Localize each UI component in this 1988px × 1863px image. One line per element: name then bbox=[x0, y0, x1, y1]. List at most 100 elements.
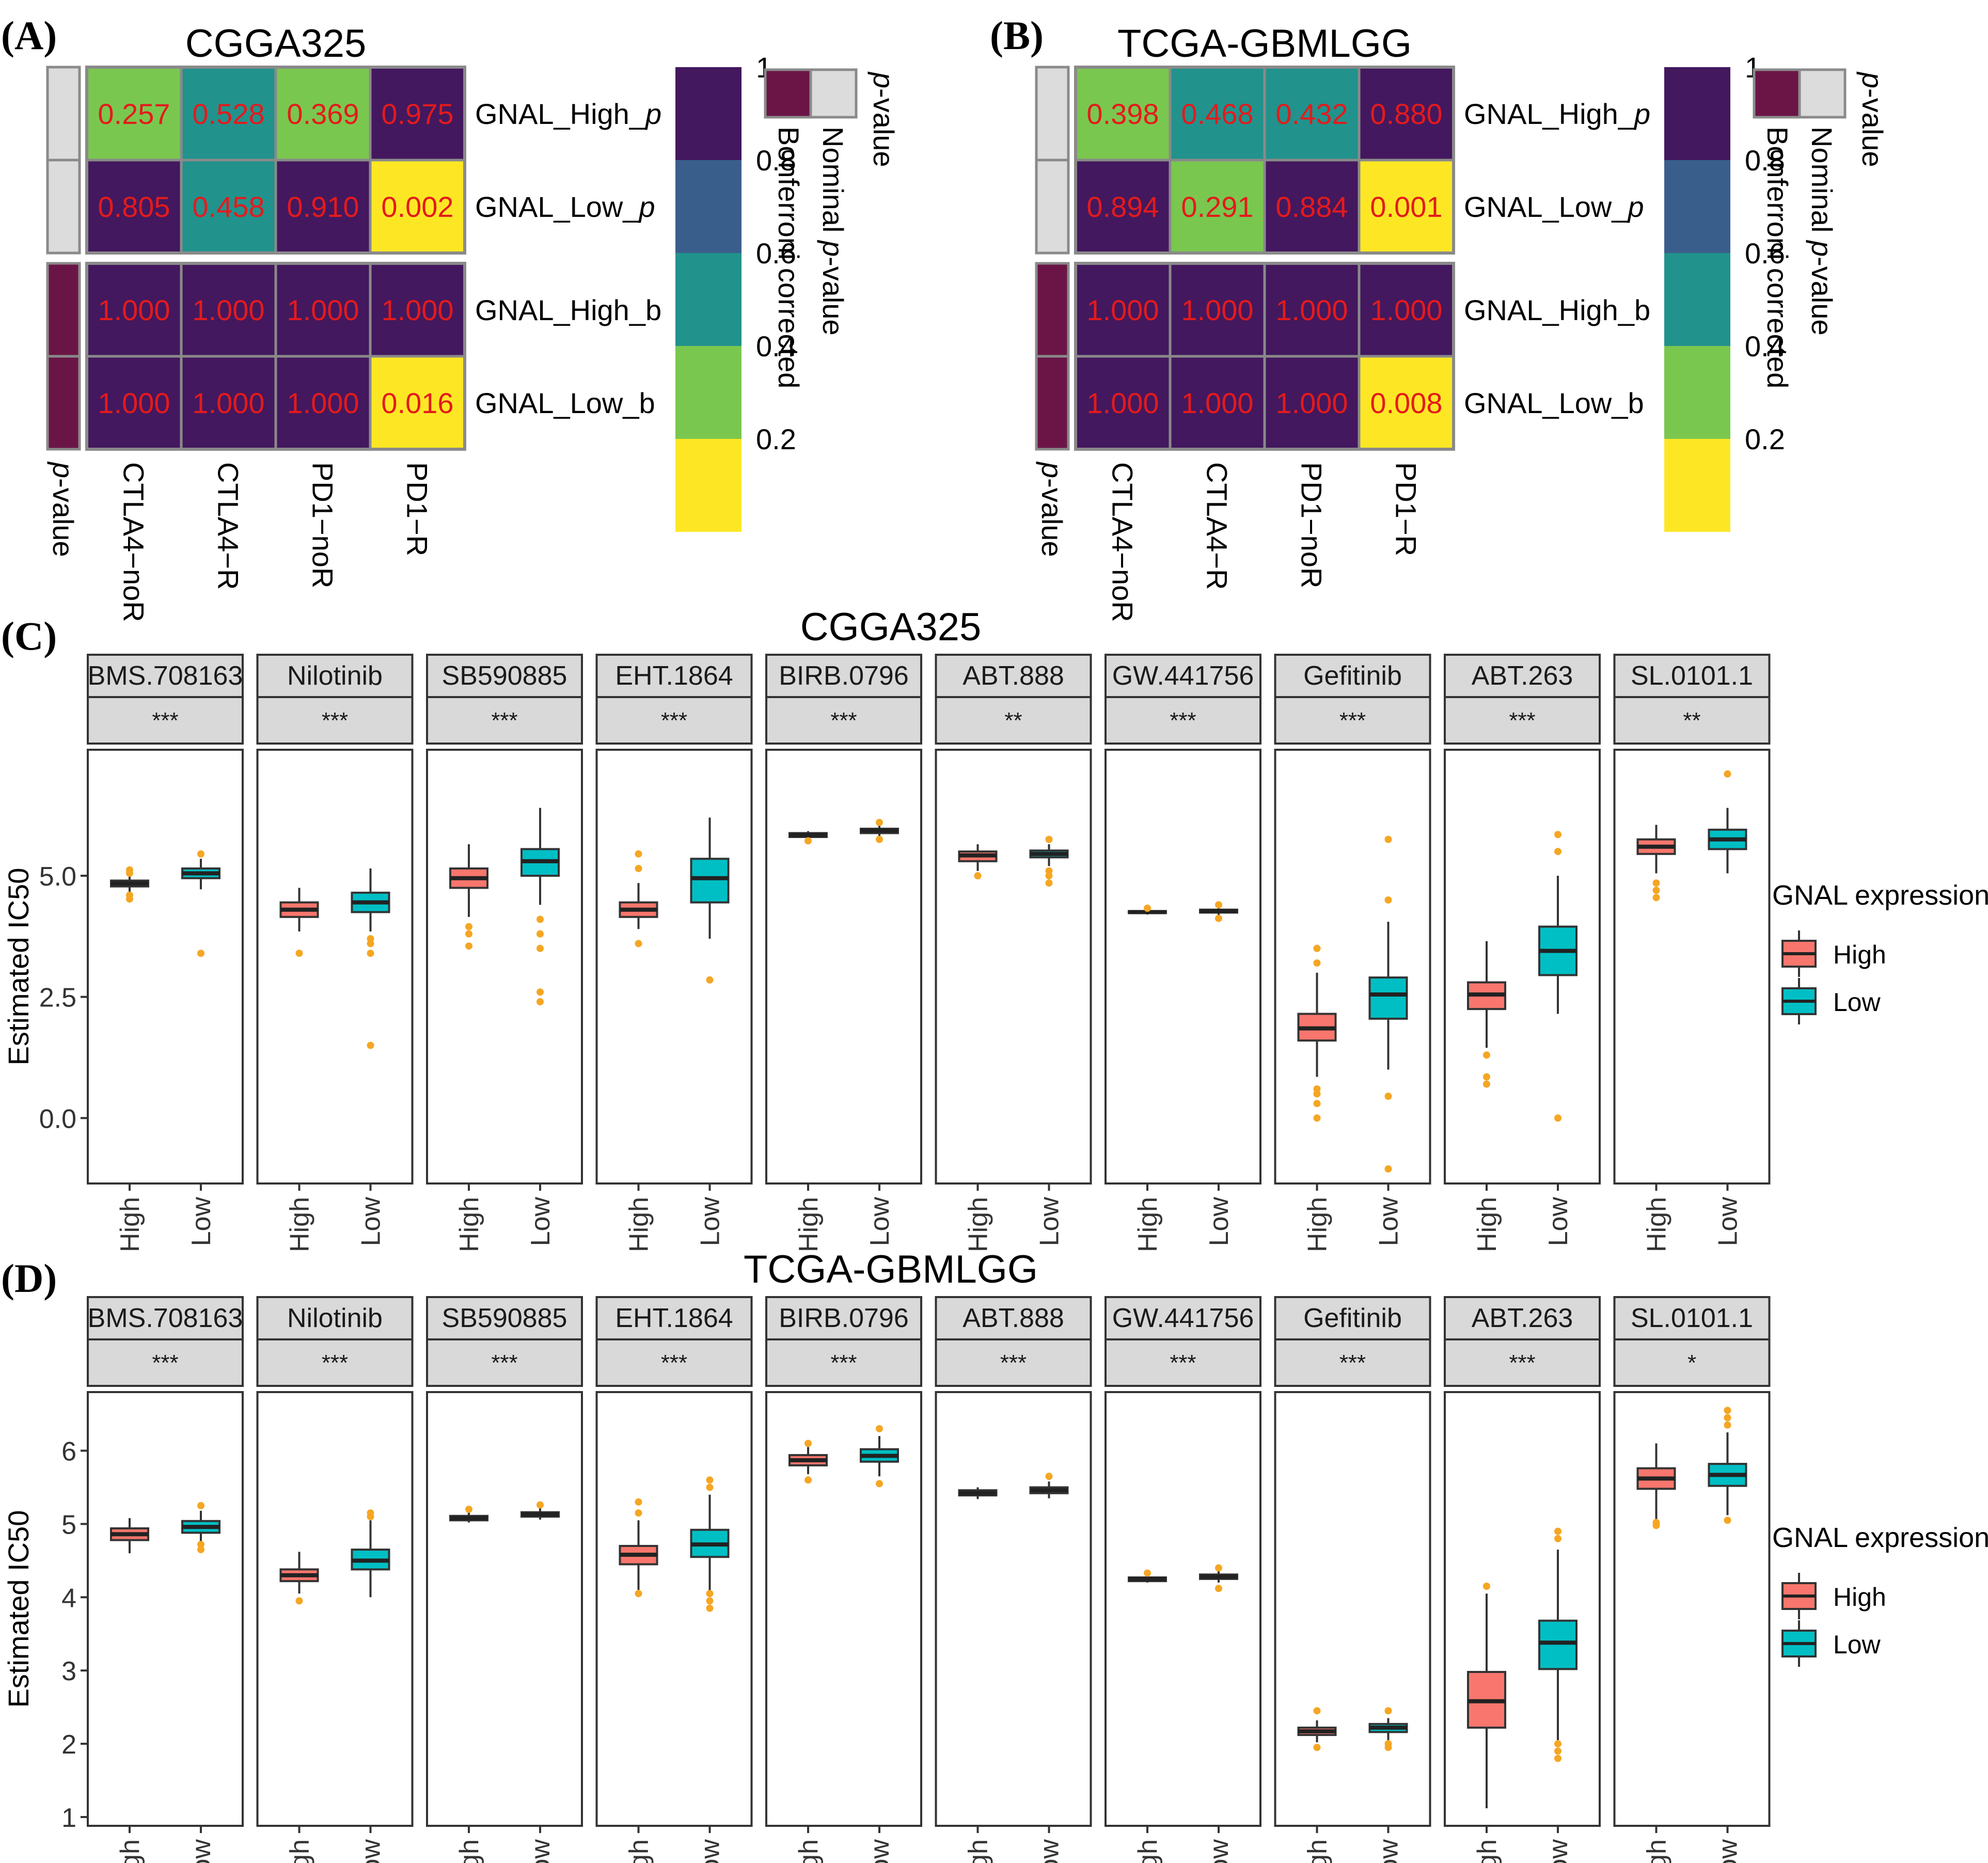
facet-strip bbox=[765, 654, 922, 698]
significance-label: *** bbox=[661, 708, 687, 733]
outlier-point bbox=[367, 1041, 374, 1049]
outlier-point bbox=[1384, 1093, 1392, 1100]
cell-value: 0.468 bbox=[1181, 98, 1253, 130]
facet-BMS.708163: BMS.708163 *** High Low bbox=[87, 1296, 244, 1863]
cell-value: 0.398 bbox=[1086, 98, 1159, 130]
outlier-point bbox=[1384, 896, 1392, 904]
row-label-text: GNAL_High_ bbox=[475, 98, 646, 130]
facet-plot-area bbox=[935, 749, 1092, 1185]
x-tick-label: Low bbox=[865, 1197, 895, 1246]
significance-strip bbox=[935, 1338, 1092, 1387]
significance-label: *** bbox=[1339, 708, 1366, 733]
boxplot-panel-C: (C) CGGA325 Estimated IC50 0.0 2.5 5.0 BMS.708… bbox=[1, 605, 1988, 1252]
heatmap-cell bbox=[1358, 262, 1455, 358]
row-label-text: GNAL_Low_b bbox=[475, 387, 655, 419]
colorbar-tick: 0.2 bbox=[1745, 423, 1785, 455]
x-tick-label: Low bbox=[865, 1839, 895, 1863]
facet-strip bbox=[87, 1296, 244, 1340]
outlier-point bbox=[635, 1590, 642, 1598]
outlier-point bbox=[1384, 1707, 1392, 1715]
facet-plot-area bbox=[1274, 1391, 1431, 1827]
cell-value: 1.000 bbox=[1275, 387, 1348, 419]
cell-value: 1.000 bbox=[1275, 294, 1348, 326]
colorbar-tick: 0.6 bbox=[1745, 237, 1785, 270]
outlier-point bbox=[706, 976, 714, 984]
outlier-point bbox=[1554, 1747, 1561, 1755]
cell-value: 0.910 bbox=[287, 191, 359, 223]
cell-value: 1.000 bbox=[287, 387, 359, 419]
legend-label: Low bbox=[1833, 1630, 1881, 1659]
outlier-point bbox=[197, 1502, 204, 1509]
outlier-point bbox=[1215, 1564, 1222, 1572]
facet-BMS.708163: BMS.708163 *** High Low bbox=[87, 654, 244, 1252]
legend-entry-bonferroni: Bonferroni corrected bbox=[772, 127, 805, 388]
colorbar-tick: 0.8 bbox=[756, 144, 796, 177]
significance-label: *** bbox=[1170, 1350, 1196, 1376]
outlier-point bbox=[1313, 1707, 1321, 1715]
facet-strip bbox=[1105, 654, 1261, 698]
outlier-point bbox=[1483, 1073, 1490, 1081]
outlier-point bbox=[635, 864, 642, 872]
x-tick-label: High bbox=[115, 1839, 145, 1863]
significance-strip bbox=[1444, 696, 1601, 745]
outlier-point bbox=[804, 837, 812, 845]
outlier-point bbox=[1554, 1755, 1561, 1762]
cell-value: 1.000 bbox=[192, 294, 264, 326]
legend-entry-bonferroni: Bonferroni corrected bbox=[1761, 127, 1794, 388]
heatmap-panel-B: (B) TCGA-GBMLGG 0.398 0.468 0.432 0.880 GNAL_H… bbox=[990, 13, 1889, 622]
cell-value: 1.000 bbox=[1181, 387, 1253, 419]
outlier-point bbox=[1652, 1519, 1660, 1526]
significance-strip bbox=[256, 1338, 414, 1387]
significance-label: *** bbox=[830, 1350, 857, 1376]
panel-label: (D) bbox=[1, 1256, 57, 1301]
colorbar-tick: 0.4 bbox=[1745, 330, 1785, 362]
panel-title: CGGA325 bbox=[800, 605, 982, 649]
cell-value: 1.000 bbox=[98, 387, 170, 419]
row-label: GNAL_Low_p bbox=[1464, 191, 1644, 223]
significance-strip bbox=[595, 696, 753, 745]
annotation-cell bbox=[1035, 159, 1070, 255]
facet-drug-label: BMS.708163 bbox=[88, 661, 243, 691]
significance-strip bbox=[1444, 1338, 1601, 1387]
outlier-point bbox=[1554, 831, 1561, 839]
y-tick-label: 1 bbox=[61, 1803, 76, 1833]
significance-label: *** bbox=[830, 708, 857, 733]
colorbar-segment bbox=[1664, 346, 1730, 439]
outlier-point bbox=[706, 1597, 714, 1605]
significance-strip bbox=[256, 696, 414, 745]
facet-strip bbox=[256, 654, 414, 698]
outlier-point bbox=[1215, 901, 1222, 909]
outlier-point bbox=[706, 1483, 714, 1491]
x-tick-label: High bbox=[794, 1839, 824, 1863]
significance-label: *** bbox=[491, 1350, 517, 1376]
box-low bbox=[690, 858, 730, 904]
row-label: GNAL_Low_b bbox=[475, 387, 655, 419]
column-label: CTLA4−R bbox=[1201, 462, 1234, 590]
heatmap-block-border bbox=[85, 262, 466, 451]
significance-strip bbox=[935, 696, 1092, 745]
outlier-point bbox=[295, 1597, 303, 1605]
colorbar-segment bbox=[675, 160, 741, 253]
annotation-cell bbox=[46, 355, 81, 451]
facet-SL.0101.1: SL.0101.1 * High Low bbox=[1613, 1296, 1771, 1863]
x-tick-label: High bbox=[285, 1197, 315, 1252]
significance-strip bbox=[1613, 696, 1771, 745]
outlier-point bbox=[1313, 1085, 1321, 1093]
legend-label: High bbox=[1833, 940, 1886, 969]
facet-strip bbox=[87, 654, 244, 698]
heatmap-cell bbox=[1263, 355, 1361, 451]
panel-title: TCGA-GBMLGG bbox=[744, 1248, 1038, 1291]
facet-drug-label: SL.0101.1 bbox=[1631, 1303, 1753, 1333]
facet-drug-label: GW.441756 bbox=[1112, 661, 1254, 691]
outlier-point bbox=[367, 1509, 374, 1517]
x-tick-label: High bbox=[1472, 1839, 1502, 1863]
x-tick-label: High bbox=[454, 1839, 484, 1863]
outlier-point bbox=[1652, 894, 1660, 902]
x-tick-label: Low bbox=[1543, 1197, 1573, 1246]
outlier-point bbox=[1313, 1744, 1321, 1751]
facet-strip bbox=[595, 1296, 753, 1340]
outlier-point bbox=[1483, 1051, 1490, 1059]
outlier-point bbox=[1652, 879, 1660, 887]
box-low bbox=[1538, 1619, 1577, 1670]
facet-drug-label: EHT.1864 bbox=[615, 1303, 733, 1333]
